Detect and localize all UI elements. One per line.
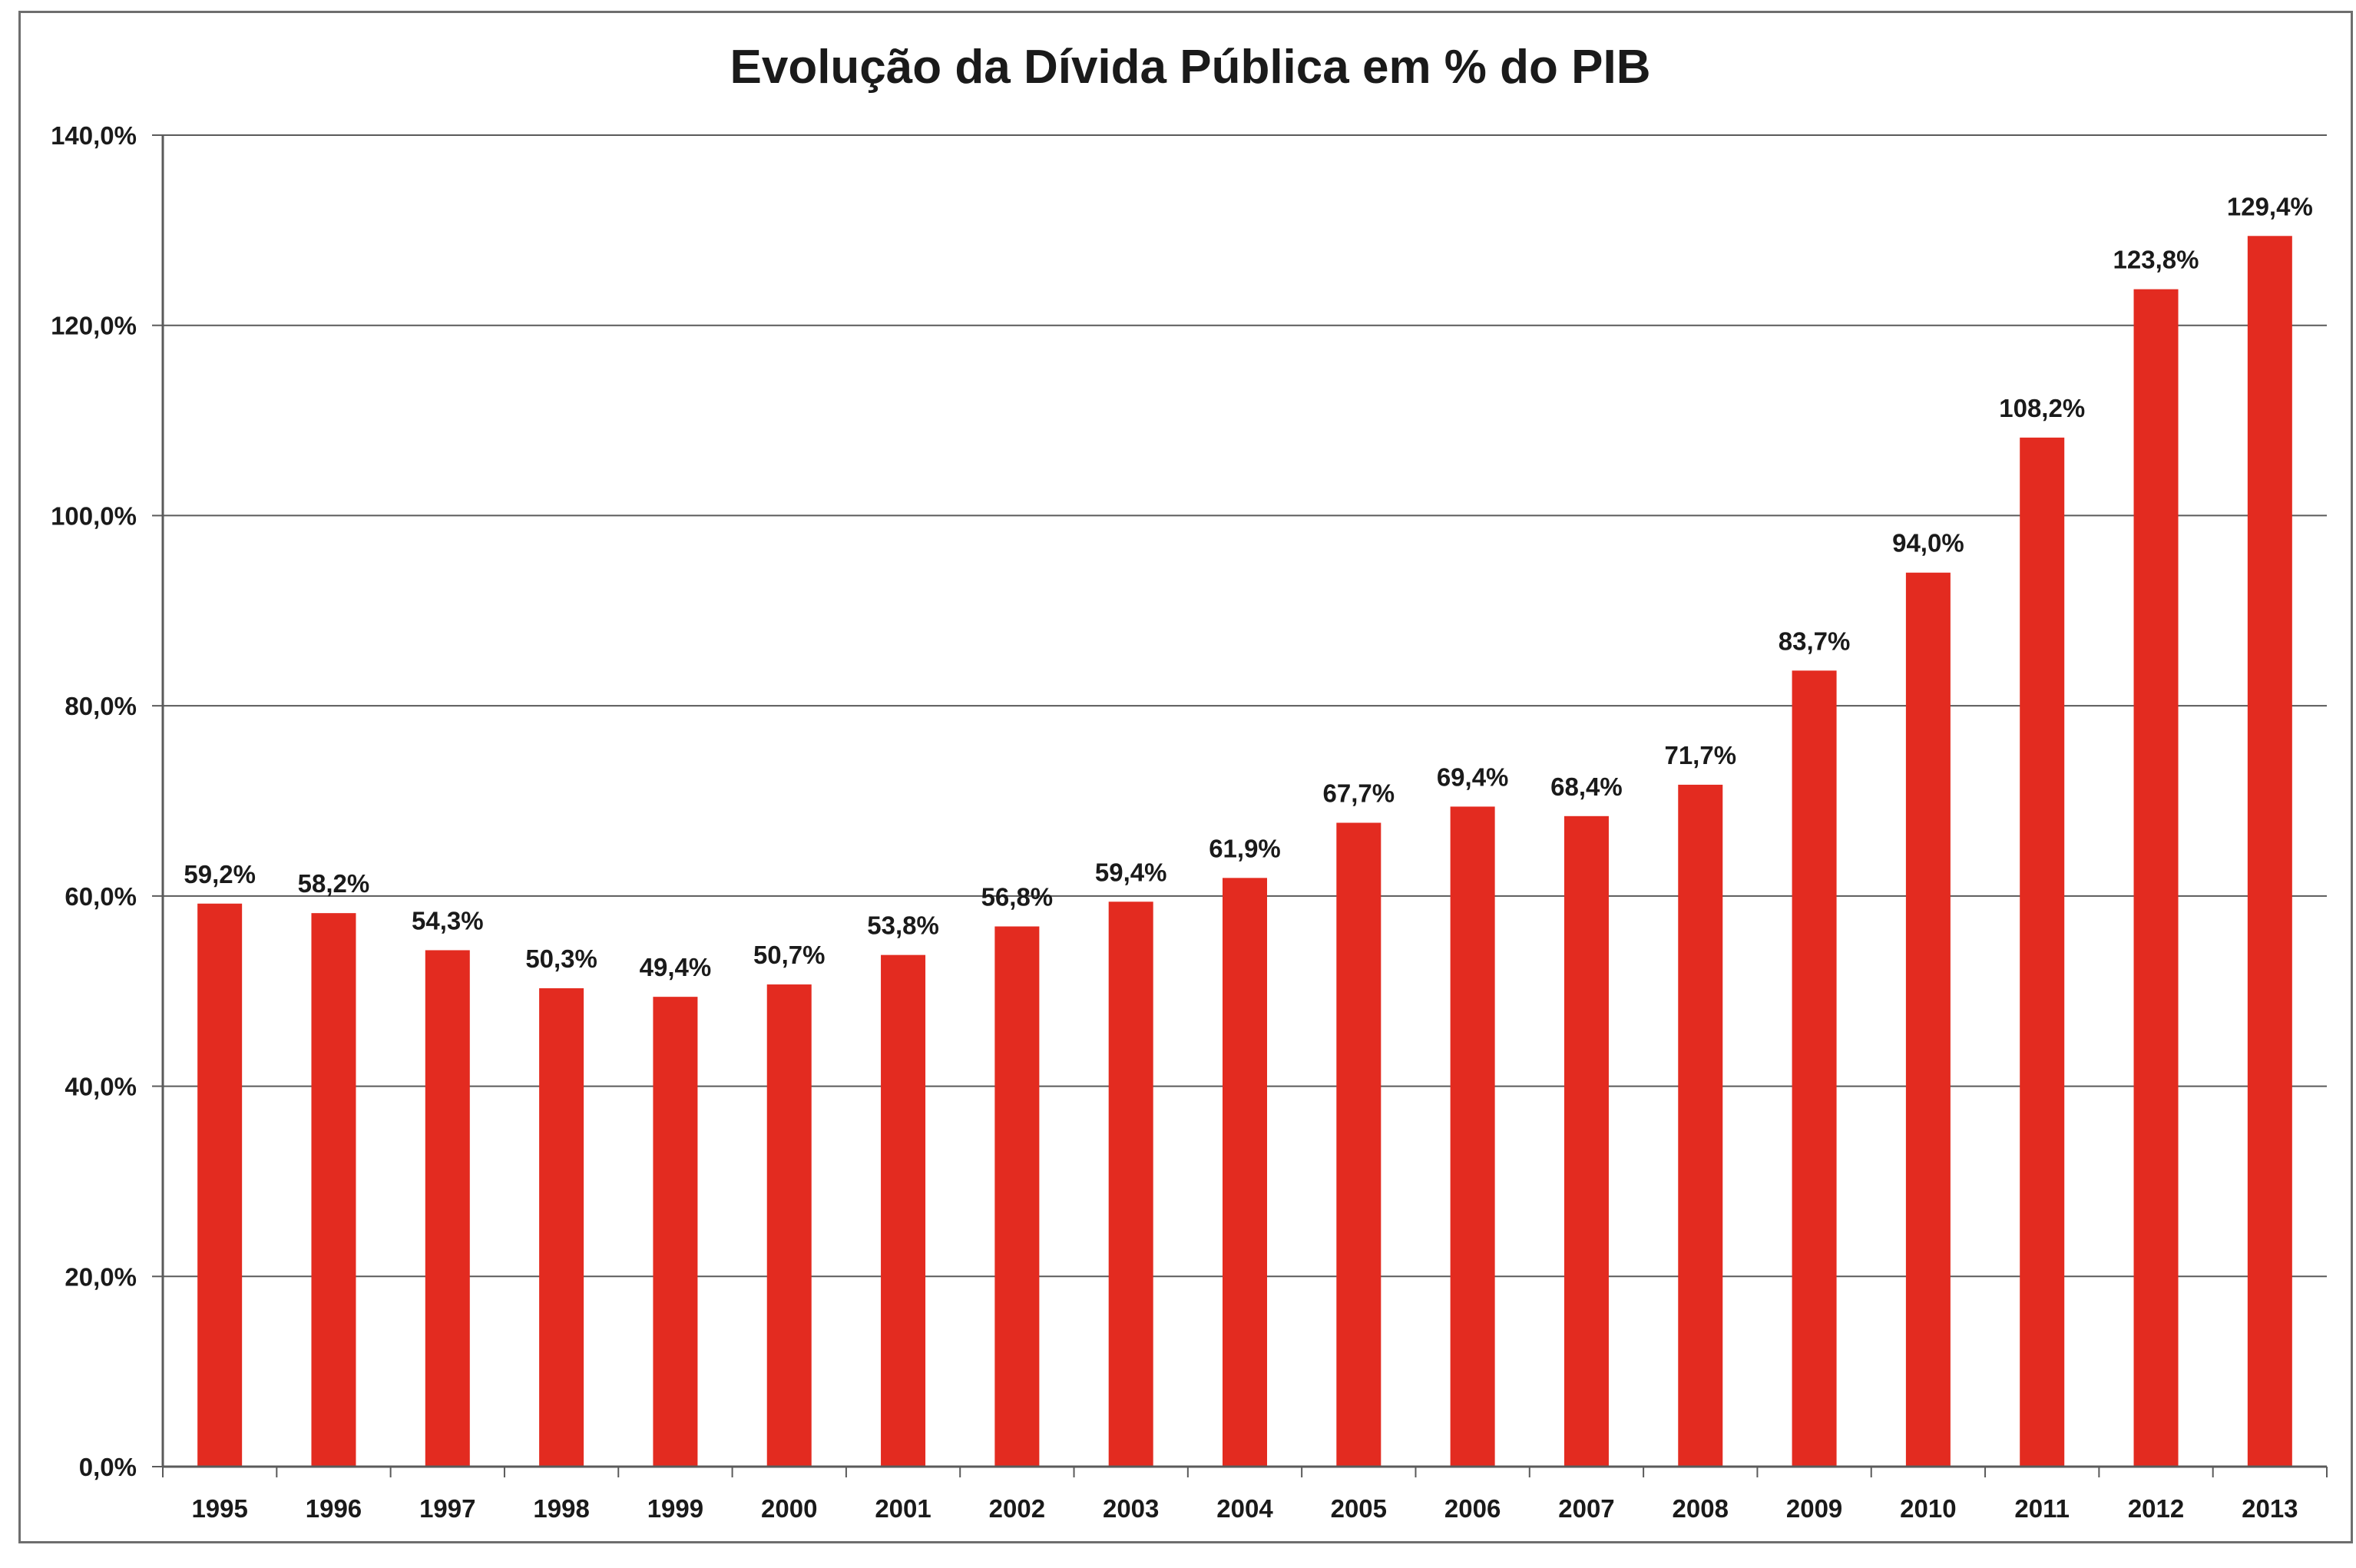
bar xyxy=(425,950,470,1467)
x-tick-label: 2005 xyxy=(1331,1494,1387,1523)
x-tick-label: 2010 xyxy=(1900,1494,1956,1523)
bar xyxy=(539,987,584,1467)
x-tick-label: 2011 xyxy=(2014,1494,2070,1523)
chart-frame xyxy=(18,11,2353,1543)
x-tick-label: 2003 xyxy=(1103,1494,1159,1523)
bar xyxy=(653,997,698,1467)
bar xyxy=(1108,901,1153,1467)
bar xyxy=(2020,437,2065,1467)
x-tick-label: 2008 xyxy=(1673,1494,1729,1523)
bar xyxy=(2247,236,2292,1467)
chart-title: Evolução da Dívida Pública em % do PIB xyxy=(730,41,1651,94)
data-label: 59,2% xyxy=(184,860,256,888)
bar xyxy=(1905,572,1951,1467)
data-label: 68,4% xyxy=(1550,772,1623,801)
x-tick-label: 2004 xyxy=(1216,1494,1273,1523)
y-tick-label: 100,0% xyxy=(51,501,137,530)
x-tick-label: 1999 xyxy=(647,1494,703,1523)
bar xyxy=(881,954,926,1467)
data-label: 50,3% xyxy=(525,944,597,973)
bars xyxy=(197,236,2292,1467)
x-tick-label: 2012 xyxy=(2128,1494,2184,1523)
y-tick-label: 60,0% xyxy=(65,882,137,911)
bar xyxy=(1450,806,1495,1467)
x-tick-label: 1995 xyxy=(191,1494,247,1523)
y-tick-label: 40,0% xyxy=(65,1073,137,1101)
y-tick-label: 0,0% xyxy=(79,1453,137,1481)
x-tick-label: 2007 xyxy=(1558,1494,1614,1523)
data-label: 94,0% xyxy=(1892,529,1964,557)
x-tick-label: 2013 xyxy=(2242,1494,2298,1523)
data-label: 49,4% xyxy=(640,953,712,981)
bar xyxy=(197,903,243,1467)
bar xyxy=(1336,822,1382,1467)
data-label: 69,4% xyxy=(1437,762,1509,791)
data-label: 67,7% xyxy=(1323,779,1395,807)
x-axis-tick-labels: 1995 1996 1997 1998 1999 2000 2001 2002 2003 2004… xyxy=(191,1494,2298,1523)
x-tick-label: 1998 xyxy=(533,1494,589,1523)
gridlines xyxy=(163,134,2327,1278)
data-label: 59,4% xyxy=(1095,858,1167,886)
data-labels: 59,2% 58,2% 54,3% 50,3% 49,4% 50,7% 53,8% 56,8%… xyxy=(184,192,2312,981)
bar xyxy=(766,984,812,1467)
data-label: 61,9% xyxy=(1209,834,1281,862)
data-label: 83,7% xyxy=(1779,627,1851,655)
y-tick-label: 120,0% xyxy=(51,312,137,340)
x-tick-label: 2002 xyxy=(989,1494,1045,1523)
x-tick-label: 2006 xyxy=(1444,1494,1501,1523)
data-label: 53,8% xyxy=(867,911,939,940)
bar xyxy=(2133,289,2179,1467)
bar xyxy=(994,926,1040,1467)
data-label: 54,3% xyxy=(412,906,484,935)
x-tick-label: 2000 xyxy=(761,1494,817,1523)
y-tick-label: 20,0% xyxy=(65,1262,137,1291)
bar xyxy=(1678,784,1723,1467)
data-label: 123,8% xyxy=(2113,246,2199,274)
x-tick-label: 2001 xyxy=(875,1494,931,1523)
data-label: 50,7% xyxy=(753,941,826,969)
data-label: 58,2% xyxy=(298,869,370,898)
data-label: 108,2% xyxy=(1999,394,2085,422)
data-label: 129,4% xyxy=(2227,192,2313,220)
bar xyxy=(1563,815,1609,1467)
y-axis-tick-labels: 0,0% 20,0% 40,0% 60,0% 80,0% 100,0% 120,0% 140,… xyxy=(51,121,137,1481)
data-label: 56,8% xyxy=(981,882,1054,911)
x-tick-label: 2009 xyxy=(1786,1494,1842,1523)
y-tick-label: 80,0% xyxy=(65,692,137,720)
data-label: 71,7% xyxy=(1664,741,1736,769)
x-tick-label: 1996 xyxy=(306,1494,362,1523)
y-tick-label: 140,0% xyxy=(51,121,137,150)
axes xyxy=(152,134,2328,1477)
bar xyxy=(1223,878,1267,1467)
bar xyxy=(1792,670,1837,1467)
bar xyxy=(311,913,356,1467)
x-tick-label: 1997 xyxy=(419,1494,475,1523)
